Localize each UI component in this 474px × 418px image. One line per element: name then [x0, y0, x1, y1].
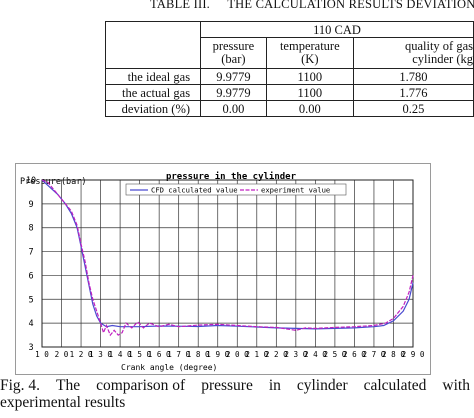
series-line-experiment: [41, 179, 414, 337]
table-cell: 0.25: [352, 100, 474, 117]
table-caption: TABLE III. THE CALCULATION RESULTS DEVIA…: [150, 0, 474, 12]
table-group-header-row: 110 CAD: [104, 21, 474, 69]
caption-word: calculated: [363, 377, 427, 394]
figure-caption-line-1: Fig. 4. The comparison of pressure in cylinde…: [0, 377, 470, 394]
caption-word: with: [442, 377, 470, 394]
caption-word: cylinder: [296, 377, 348, 394]
x-tick-label: 2 1 0: [245, 350, 268, 359]
x-tick-label: 2 6 0: [343, 350, 366, 359]
table-cell: 1.776: [352, 84, 474, 101]
x-tick-label: 2 5 0: [323, 350, 346, 359]
y-tick-label: 5: [28, 295, 33, 305]
table-row: deviation (%) 0.00 0.00 0.25: [104, 100, 474, 117]
table-row: the ideal gas 9.9779 1100 1.780: [104, 68, 474, 85]
table-cell: 9.9779: [200, 84, 267, 101]
column-header-line: quality of gas: [404, 38, 473, 53]
table-cell: 1100: [265, 84, 354, 101]
table-cell: 9.9779: [200, 68, 267, 85]
table-cell: 1100: [265, 68, 354, 85]
table-caption-number: TABLE III.: [150, 0, 211, 11]
table-column-header-row: pressure (bar) temperature (K) quality o…: [106, 37, 474, 69]
caption-word: comparison of: [96, 377, 186, 394]
chart-title: pressure in the cylinder: [166, 171, 297, 182]
row-label: deviation (%): [104, 100, 202, 117]
caption-word: in: [268, 377, 281, 394]
y-tick-label: 8: [28, 224, 33, 234]
x-tick-label: 1 6 0: [148, 350, 171, 359]
y-tick-label: 9: [28, 200, 33, 210]
column-header-quality: quality of gas cylinder (kg: [352, 37, 474, 69]
column-header-line: (bar): [221, 52, 246, 66]
x-tick-label: 2 2 0: [265, 350, 288, 359]
legend-label-cfd: CFD calculated value: [151, 186, 238, 195]
table-cell: 0.00: [265, 100, 354, 117]
x-tick-label: 2 9 0: [402, 350, 425, 359]
x-tick-label: 1 9 0: [206, 350, 229, 359]
table-caption-title: THE CALCULATION RESULTS DEVIATION: [227, 0, 474, 11]
chart-legend: CFD calculated value experiment value: [125, 183, 347, 196]
x-tick-label: 1 5 0: [128, 350, 151, 359]
x-tick-label: 1 8 0: [187, 350, 210, 359]
row-label: the ideal gas: [104, 68, 202, 85]
table-row: the actual gas 9.9779 1100 1.776: [104, 84, 474, 101]
results-table: 110 CAD pressure (bar) temperature (K) q…: [104, 21, 474, 117]
table-group-header: 110 CAD: [200, 21, 474, 38]
chart-grid: [41, 179, 414, 348]
x-tick-label: 1 2 0: [70, 350, 93, 359]
column-header-line: (K): [301, 52, 319, 66]
x-tick-label: 2 4 0: [304, 350, 327, 359]
x-tick-label: 1 7 0: [167, 350, 190, 359]
caption-word: The: [56, 377, 81, 394]
column-header-line: pressure: [212, 38, 255, 53]
table-cell: 1.780: [352, 68, 474, 85]
caption-word: Fig. 4.: [0, 377, 41, 394]
x-tick-label: 1 4 0: [109, 350, 132, 359]
figure-caption-line-2: experimental results: [0, 394, 126, 411]
x-tick-label: 2 7 0: [363, 350, 386, 359]
caption-word: pressure: [201, 377, 253, 394]
table-cell: 0.00: [200, 100, 267, 117]
pressure-chart-figure: pressure in the cylinder Pressure(bar) C…: [15, 163, 431, 375]
pressure-chart: pressure in the cylinder Pressure(bar) C…: [20, 171, 425, 372]
x-axis-label: Crank angle (degree): [121, 363, 217, 372]
y-tick-labels: 3 4 5 6 7 8 9 10: [26, 176, 36, 353]
table-corner-cell: [104, 21, 202, 69]
series-line-cfd: [41, 179, 414, 330]
plot-area-border: [41, 179, 414, 348]
legend-label-experiment: experiment value: [261, 186, 330, 195]
row-label: the actual gas: [104, 84, 202, 101]
chart-series: [41, 179, 414, 337]
x-tick-label: 2 0 0: [226, 350, 249, 359]
x-tick-label: 1 3 0: [89, 350, 112, 359]
y-tick-label: 10: [26, 176, 36, 186]
y-tick-label: 3: [28, 343, 33, 353]
legend-box: [125, 183, 347, 196]
y-tick-label: 4: [28, 319, 33, 329]
column-header-pressure: pressure (bar): [200, 37, 267, 69]
x-tick-label: 2 3 0: [284, 350, 307, 359]
x-tick-label: 2 0: [55, 350, 69, 359]
column-header-line: cylinder (kg: [412, 52, 473, 66]
y-tick-label: 7: [28, 248, 33, 258]
column-header-temperature: temperature (K): [265, 37, 354, 69]
x-tick-label: 2 8 0: [382, 350, 405, 359]
y-tick-label: 6: [28, 271, 33, 281]
column-header-line: temperature: [279, 38, 340, 53]
y-axis-label: Pressure(bar): [20, 177, 87, 187]
x-tick-label: 1 0: [35, 350, 49, 359]
figure-caption: Fig. 4. The comparison of pressure in cylinde…: [0, 377, 474, 411]
